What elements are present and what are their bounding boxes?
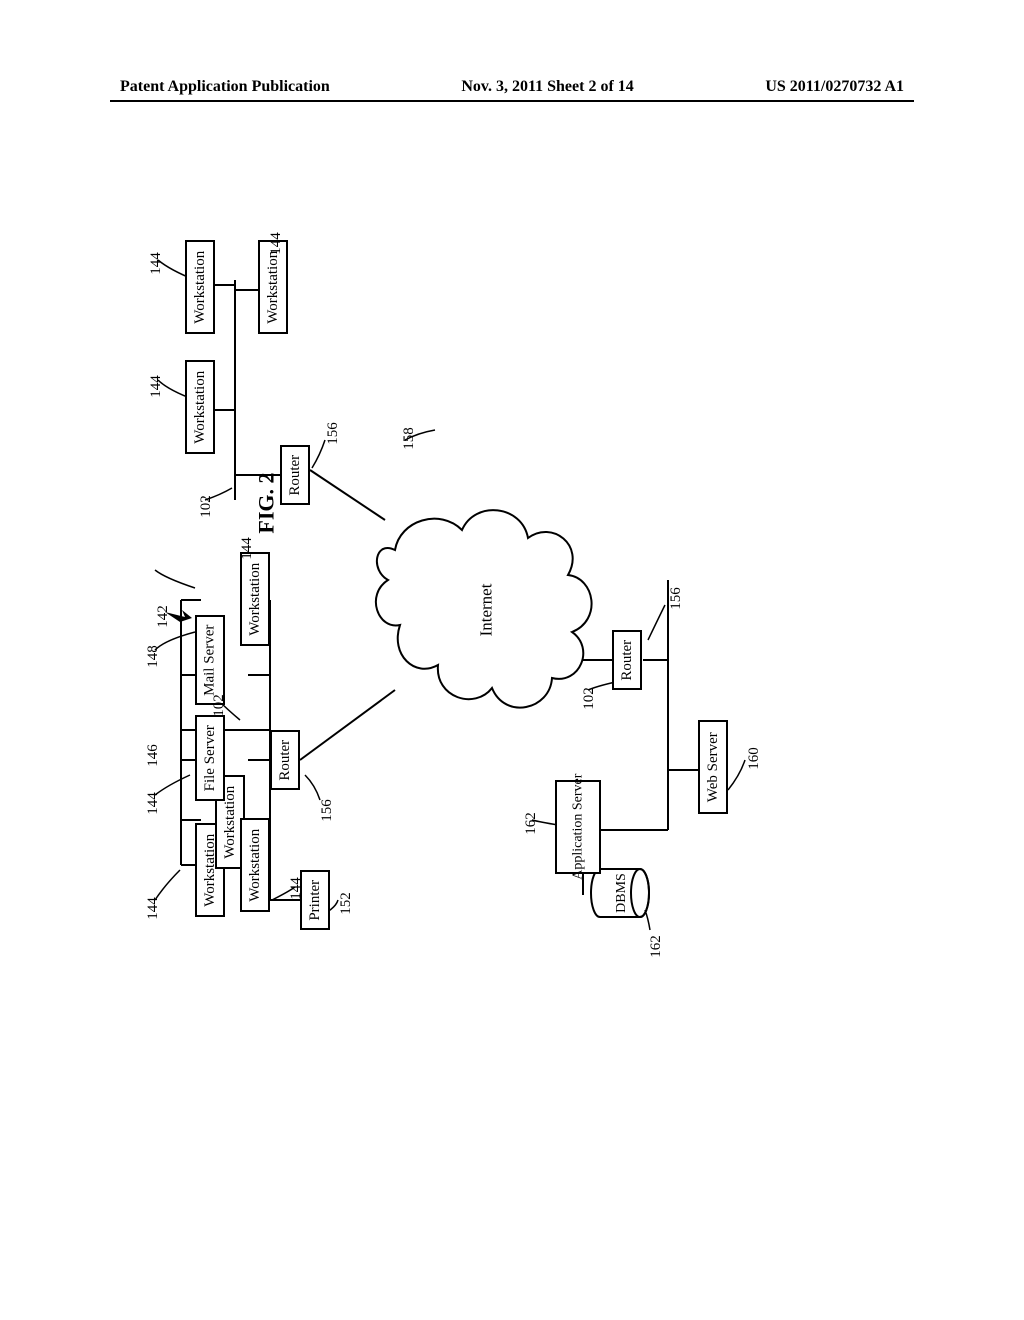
ref-102: 102: [211, 694, 228, 717]
mail-server-box: Mail Server: [195, 615, 225, 705]
app-server-box: Application Server: [555, 780, 601, 874]
internet-label: Internet: [476, 584, 496, 637]
ref-160: 160: [746, 747, 763, 770]
workstation-box: Workstation: [185, 240, 215, 334]
header-right: US 2011/0270732 A1: [765, 78, 904, 96]
header-rule: [110, 100, 914, 102]
ref-144: 144: [145, 897, 162, 920]
dbms-label: DBMS: [614, 873, 630, 913]
ref-102: 102: [198, 495, 215, 518]
web-server-box: Web Server: [698, 720, 728, 814]
ref-158: 158: [401, 427, 418, 450]
ref-144: 144: [239, 537, 256, 560]
ref-146: 146: [145, 744, 162, 767]
header-left: Patent Application Publication: [120, 78, 330, 96]
ref-156: 156: [325, 422, 342, 445]
ref-144: 144: [148, 375, 165, 398]
router-box: Router: [612, 630, 642, 690]
workstation-box: Workstation: [240, 818, 270, 912]
ref-162: 162: [648, 935, 665, 958]
file-server-box: File Server: [195, 715, 225, 801]
ref-102: 102: [581, 687, 598, 710]
figure-2-diagram: FIG. 2: [140, 200, 760, 1060]
router-box: Router: [280, 445, 310, 505]
diagram-connections: [140, 200, 760, 1060]
header-center: Nov. 3, 2011 Sheet 2 of 14: [461, 78, 633, 96]
ref-144: 144: [148, 252, 165, 275]
ref-152: 152: [338, 892, 355, 915]
ref-144: 144: [145, 792, 162, 815]
workstation-box: Workstation: [185, 360, 215, 454]
ref-156: 156: [319, 799, 336, 822]
ref-156: 156: [668, 587, 685, 610]
ref-142: 142: [155, 605, 172, 628]
page-header: Patent Application Publication Nov. 3, 2…: [0, 78, 1024, 96]
workstation-box: Workstation: [240, 552, 270, 646]
ref-148: 148: [145, 645, 162, 668]
ref-144: 144: [288, 877, 305, 900]
router-box: Router: [270, 730, 300, 790]
ref-144: 144: [268, 232, 285, 255]
ref-162: 162: [523, 812, 540, 835]
